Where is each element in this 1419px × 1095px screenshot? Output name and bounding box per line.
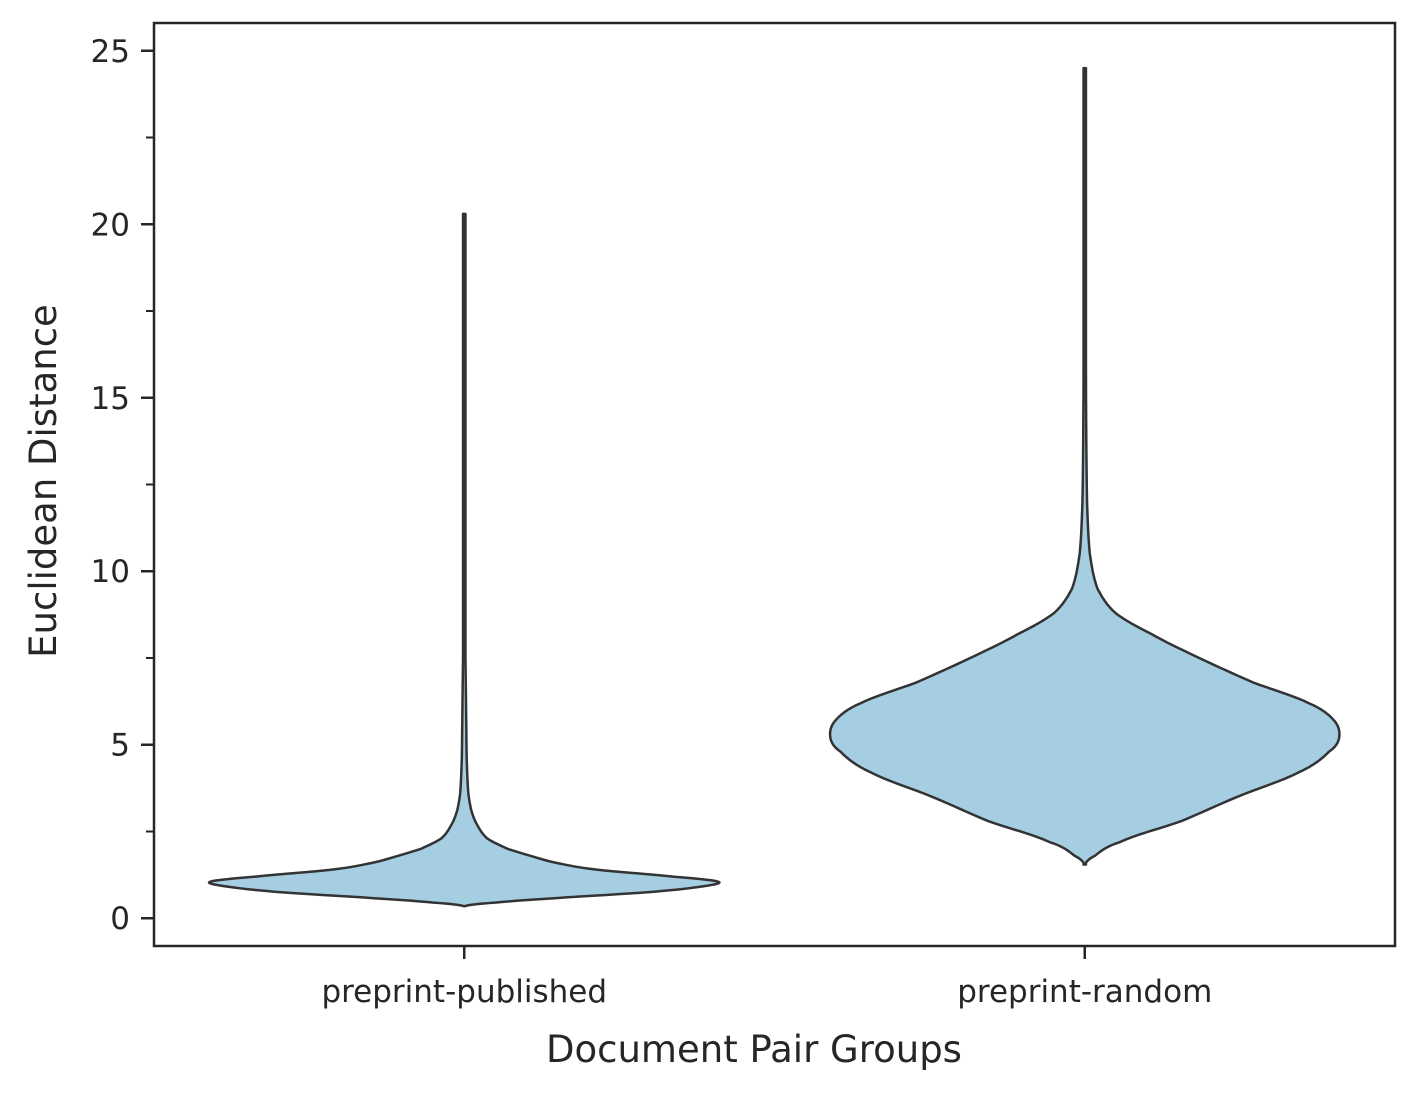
x-axis: preprint-published preprint-random xyxy=(321,946,1212,1010)
y-tick-label: 25 xyxy=(91,34,130,70)
y-tick-label: 15 xyxy=(91,381,130,417)
y-tick-label: 0 xyxy=(110,901,130,937)
violins-layer xyxy=(207,66,1341,908)
violin-preprint-random xyxy=(828,66,1341,866)
y-axis: 0 5 10 15 20 25 xyxy=(91,34,154,937)
x-tick-label: preprint-random xyxy=(957,974,1212,1010)
violin-preprint-published xyxy=(207,212,721,908)
y-tick-label: 10 xyxy=(91,554,130,590)
x-axis-label: Document Pair Groups xyxy=(546,1028,962,1071)
y-tick-label: 5 xyxy=(110,728,130,764)
y-axis-label: Euclidean Distance xyxy=(22,304,65,658)
y-tick-label: 20 xyxy=(91,207,130,243)
x-tick-label: preprint-published xyxy=(321,974,607,1010)
